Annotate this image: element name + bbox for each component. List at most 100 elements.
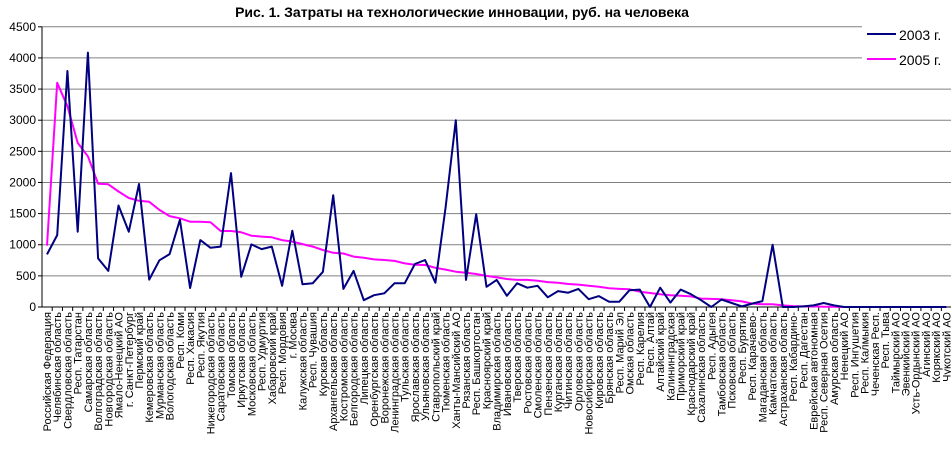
x-tick-label: Респ. Ингушетия bbox=[849, 312, 861, 398]
x-tick-label: Ленинградская область bbox=[389, 312, 401, 433]
x-tick-label: Тульская область bbox=[400, 312, 412, 402]
x-tick-label: г. Санкт-Петербург bbox=[124, 312, 136, 407]
x-tick-label: Костромская область bbox=[338, 312, 350, 422]
x-tick-label: Челябинская область bbox=[52, 312, 64, 423]
x-tick-label: Респ. Тыва bbox=[880, 311, 892, 368]
x-tick-label: Воронежская область bbox=[379, 312, 391, 424]
x-tick-label: Томская область bbox=[226, 312, 238, 398]
x-tick-label: Корякский АО bbox=[931, 312, 943, 383]
x-tick-label: Калининградская bbox=[665, 312, 677, 401]
y-tick-label: 0 bbox=[29, 300, 36, 314]
y-tick-label: 4500 bbox=[9, 20, 36, 34]
x-tick-label: Волгоградская область bbox=[93, 312, 105, 431]
x-tick-label: Тюменская область bbox=[441, 312, 453, 413]
x-tick-label: Ульяновская область bbox=[420, 312, 432, 421]
x-tick-label: Кировская область bbox=[594, 312, 606, 409]
x-tick-label: Респ. Якутия bbox=[195, 312, 207, 378]
y-tick-label: 2000 bbox=[9, 175, 36, 189]
x-tick-label: Ярославская область bbox=[410, 312, 422, 423]
x-tick-label: Рязанская область bbox=[461, 312, 473, 409]
x-tick-label: Амурская область bbox=[829, 312, 841, 405]
x-tick-label: Респ. Кабардино- bbox=[788, 312, 800, 402]
x-tick-label: Курганская область bbox=[553, 312, 565, 413]
x-tick-label: Респ. Алтай bbox=[645, 312, 657, 373]
x-tick-label: Астраханская область bbox=[778, 312, 790, 426]
x-tick-label: Псковская область bbox=[727, 312, 739, 409]
x-tick-label: Чукотский АО bbox=[941, 312, 951, 382]
x-tick-label: Респ. Дагестан bbox=[798, 312, 810, 389]
x-tick-label: Респ. Марий Эл bbox=[614, 312, 626, 393]
y-tick-label: 1000 bbox=[9, 238, 36, 252]
x-tick-label: Чеченская Респ. bbox=[870, 312, 882, 396]
x-tick-label: Сахалинская область bbox=[696, 312, 708, 423]
y-axis-ticks: 0 500 1000 1500 2000 2500 3000 3500 4000 4500 bbox=[9, 20, 42, 314]
x-tick-label: Брянская область bbox=[604, 312, 616, 404]
x-tick-label: Ямало-Ненецкий АО bbox=[114, 312, 126, 419]
x-tick-label: Приморский край bbox=[676, 312, 688, 401]
x-tick-label: Ненецкий АО bbox=[839, 312, 851, 381]
x-tick-label: Камчатская область bbox=[768, 312, 780, 415]
x-tick-label: Еврейская автономная bbox=[809, 312, 821, 430]
x-tick-label: Саратовская область bbox=[216, 312, 228, 422]
x-tick-label: Респ. Хакасия bbox=[185, 312, 197, 385]
x-tick-label: Тамбовская область bbox=[717, 312, 729, 417]
x-tick-label: Респ. Адыгея bbox=[706, 312, 718, 380]
x-tick-label: Алтайский край bbox=[655, 312, 667, 392]
x-tick-label: Московская область bbox=[246, 312, 258, 416]
x-tick-label: Респ. Карелия bbox=[635, 312, 647, 385]
x-tick-label: Респ. Татарстан bbox=[73, 312, 85, 394]
x-tick-label: Калужская область bbox=[298, 312, 310, 411]
x-tick-label: Респ. Удмуртия bbox=[257, 312, 269, 391]
x-tick-label: Ханты-Мансийский АО bbox=[451, 312, 463, 429]
x-tick-label: Ставропольский край bbox=[430, 312, 442, 422]
x-tick-label: Свердловская область bbox=[62, 312, 74, 429]
x-tick-label: Агинский АО bbox=[921, 312, 933, 377]
x-tick-label: Нижегородская область bbox=[206, 312, 218, 435]
series-line-2003 bbox=[46, 51, 947, 308]
series-line-2005 bbox=[46, 81, 947, 308]
legend-label-2005: 2005 г. bbox=[899, 52, 941, 68]
x-tick-label: Орловская область bbox=[573, 312, 585, 411]
y-tick-label: 3500 bbox=[9, 82, 36, 96]
chart-title: Рис. 1. Затраты на технологические иннов… bbox=[235, 4, 689, 20]
x-tick-label: Новгородская область bbox=[103, 312, 115, 427]
x-tick-label: Пермский край bbox=[134, 312, 146, 389]
gridlines bbox=[42, 26, 951, 277]
x-tick-label: Таймырский АО bbox=[890, 312, 902, 394]
y-tick-label: 2500 bbox=[9, 144, 36, 158]
y-tick-label: 3000 bbox=[9, 113, 36, 127]
x-tick-label: Респ. Северная Осетия bbox=[819, 312, 831, 433]
legend-background bbox=[862, 22, 951, 72]
x-tick-label: Омская область bbox=[625, 312, 637, 395]
x-tick-label: Липецкая область bbox=[359, 312, 371, 405]
x-tick-label: Респ. Чувашия bbox=[308, 312, 320, 388]
x-tick-label: Красноярский край bbox=[481, 312, 493, 409]
x-tick-label: Тверская область bbox=[512, 312, 524, 403]
legend: 2003 г. 2005 г. bbox=[862, 22, 951, 72]
x-tick-label: Иркутская область bbox=[236, 312, 248, 408]
y-tick-label: 1500 bbox=[9, 207, 36, 221]
y-tick-label: 500 bbox=[16, 269, 36, 283]
x-tick-label: Оренбургская область bbox=[369, 312, 381, 427]
x-tick-label: Респ. Карачаево- bbox=[747, 312, 759, 401]
x-tick-label: Респ. Башкортостан bbox=[471, 312, 483, 415]
x-tick-label: Ивановская область bbox=[502, 312, 514, 416]
x-tick-label: Кемеровская область bbox=[144, 312, 156, 423]
x-tick-label: Усть-Ордынский АО bbox=[911, 312, 923, 415]
x-tick-label: Респ. Коми bbox=[175, 312, 187, 369]
x-tick-label: Ростовская область bbox=[522, 312, 534, 414]
x-tick-label: Курская область bbox=[318, 312, 330, 397]
x-tick-label: Хабаровский край bbox=[267, 312, 279, 404]
x-tick-label: Пензенская область bbox=[543, 312, 555, 416]
legend-label-2003: 2003 г. bbox=[899, 27, 941, 43]
x-tick-label: Респ. Бурятия bbox=[737, 312, 749, 384]
series-lines bbox=[46, 51, 947, 308]
x-tick-label: Новосибирская область bbox=[584, 312, 596, 435]
x-tick-label: Респ. Мордовия bbox=[277, 312, 289, 394]
x-tick-label: Вологодская область bbox=[165, 312, 177, 421]
x-tick-label: Архангельская область bbox=[328, 312, 340, 431]
x-tick-label: Краснодарский край bbox=[686, 312, 698, 416]
x-tick-label: Белгородская область bbox=[349, 312, 361, 426]
